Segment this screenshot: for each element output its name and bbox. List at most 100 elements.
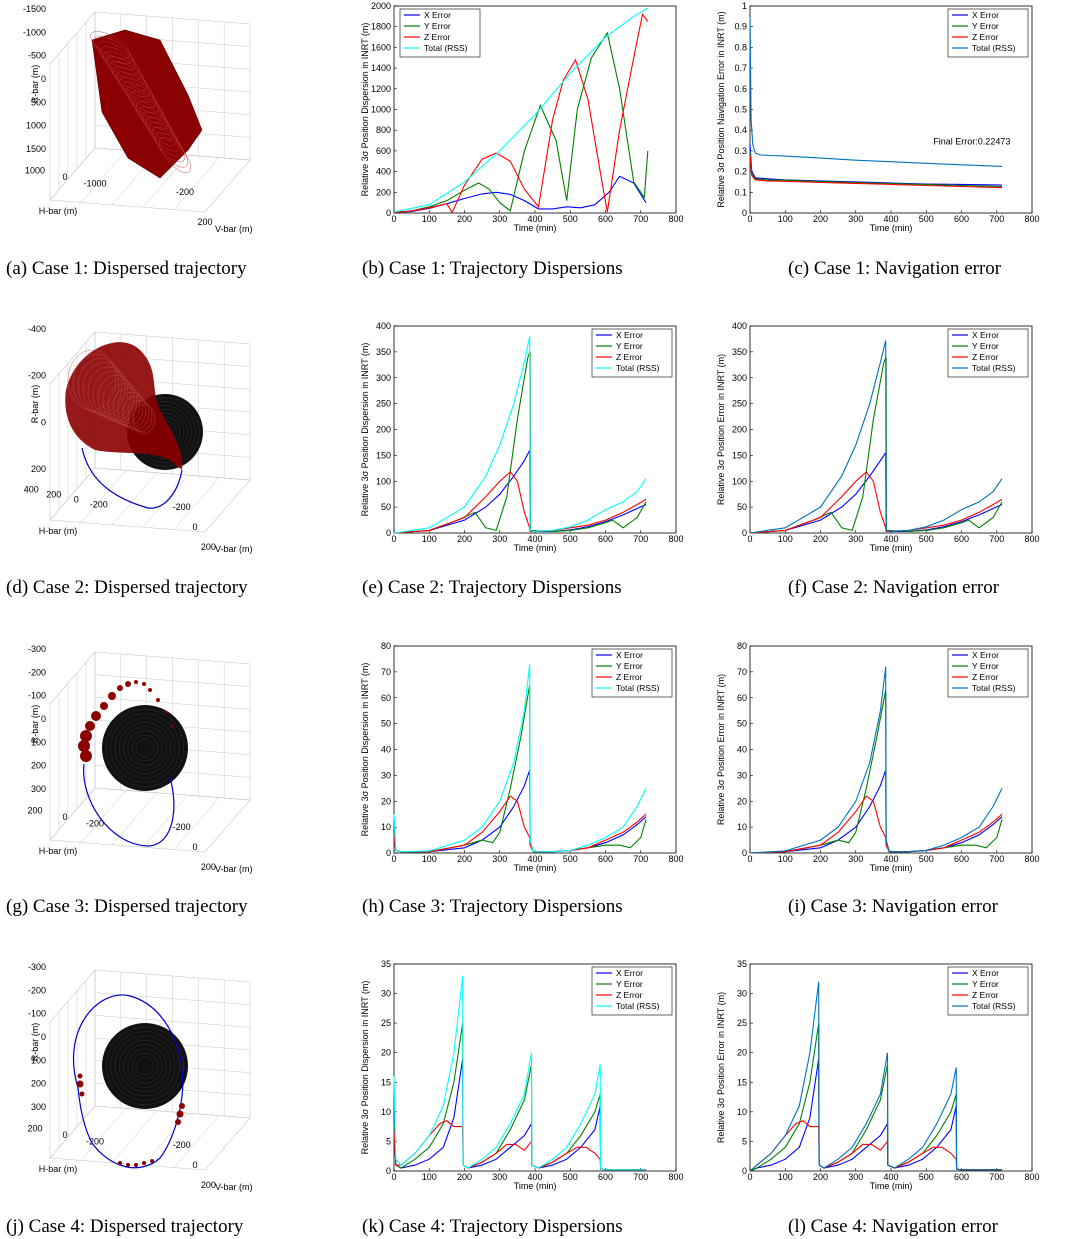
z-tick-label: 200	[31, 761, 46, 771]
y-tick-label: 400	[376, 321, 391, 331]
z-axis-label: R-bar (m)	[30, 385, 40, 424]
x-tick-label: 300	[848, 1172, 863, 1182]
y-tick-label: 200	[376, 425, 391, 435]
chart-f: 0 100 200 300 400 500 600 700 800 0 50 100 150 200 250…	[716, 321, 1040, 553]
x-tick-label: 0	[391, 534, 396, 544]
series-line-4	[393, 7, 649, 213]
y-axis-label: V-bar (m)	[215, 1182, 253, 1192]
x-tick-label: 700	[989, 854, 1004, 864]
x-tick-label: 200	[457, 214, 472, 224]
y-tick-label: 400	[732, 321, 747, 331]
x-axis-label: Time (min)	[514, 543, 557, 553]
x-tick-label: 800	[668, 854, 683, 864]
x-tick-label: 700	[633, 854, 648, 864]
z-tick-label: 100	[31, 1055, 46, 1065]
series-line-4	[393, 975, 646, 1171]
y-tick-label: 300	[732, 373, 747, 383]
y-tick-label: 5	[742, 1136, 747, 1146]
y-tick-label: 200	[732, 425, 747, 435]
y-tick-label: 35	[737, 959, 747, 969]
legend-entry: X Error	[616, 330, 643, 340]
x-tick-label: 700	[633, 214, 648, 224]
y-tick-label: 15	[737, 1077, 747, 1087]
x-tick-label: 200	[813, 1172, 828, 1182]
x-tick-label: -200	[90, 500, 108, 510]
z-tick-label: 1000	[26, 121, 46, 131]
box-floor-face	[49, 467, 251, 533]
panel-i: 0 100 200 300 400 500 600 700 800 0 10 20 30 40 50 60 70…	[712, 640, 1068, 880]
legend-entry: Y Error	[616, 661, 643, 671]
y-tick-label: 70	[381, 667, 391, 677]
y-tick-label: 0	[192, 1160, 197, 1170]
y-tick-label: 80	[381, 641, 391, 651]
x-tick-label: 800	[668, 1172, 683, 1182]
caption-g: (g) Case 3: Dispersed trajectory	[6, 896, 248, 917]
series-line-2	[393, 31, 649, 214]
legend	[399, 8, 481, 58]
z-tick-label: 0	[41, 1032, 46, 1042]
chart-i: 0 100 200 300 400 500 600 700 800 0 10 20 30 40 50 60 70…	[716, 641, 1040, 873]
legend-entry: Z Error	[424, 32, 451, 42]
x-tick-label: 200	[27, 1123, 42, 1133]
y-tick-label: 40	[381, 745, 391, 755]
legend-entry: X Error	[972, 330, 999, 340]
series-line-3	[393, 1120, 646, 1171]
x-axis-label: Time (min)	[870, 223, 913, 233]
x-tick-label: 400	[883, 854, 898, 864]
z-tick-label: 0	[41, 74, 46, 84]
x-tick-label: 0	[747, 854, 752, 864]
series-line-3	[749, 1120, 1002, 1172]
series-line-1	[749, 144, 1003, 186]
legend-entry: Y Error	[972, 979, 999, 989]
y-tick-label: 0.2	[734, 167, 747, 177]
x-tick-label: 300	[492, 534, 507, 544]
y-tick-label: 0.5	[734, 105, 747, 115]
y-tick-label: 1	[742, 1, 747, 11]
x-tick-label: 0	[747, 534, 752, 544]
y-tick-label: 800	[376, 125, 391, 135]
legend-entry: Z Error	[616, 352, 643, 362]
final-error-annotation: Final Error:0.22473	[933, 137, 1010, 147]
caption-l: (l) Case 4: Navigation error	[788, 1216, 998, 1237]
y-tick-label: 600	[376, 146, 391, 156]
x-tick-label: 300	[492, 1172, 507, 1182]
legend-entry: X Error	[972, 968, 999, 978]
x-tick-label: 800	[1024, 1172, 1039, 1182]
x-tick-label: 0	[391, 214, 396, 224]
legend-entry: Total (RSS)	[424, 43, 468, 53]
legend-entry: Z Error	[972, 990, 999, 1000]
x-tick-label: 500	[919, 534, 934, 544]
chart-a: -1500 -1000 -500 0 500 1000 1500 1000 0 -1000 200 -…	[23, 4, 253, 234]
y-tick-label: 0	[386, 528, 391, 538]
y-tick-label: 25	[737, 1018, 747, 1028]
y-axis-label: V-bar (m)	[215, 224, 253, 234]
x-tick-label: 800	[668, 534, 683, 544]
y-tick-label: 200	[376, 187, 391, 197]
y-tick-label: 20	[381, 1048, 391, 1058]
x-axis-label: H-bar (m)	[39, 526, 78, 536]
y-tick-label: 0.7	[734, 63, 747, 73]
y-tick-label: 10	[737, 1107, 747, 1117]
caption-h: (h) Case 3: Trajectory Dispersions	[362, 896, 623, 917]
z-axis-label: R-bar (m)	[30, 705, 40, 744]
y-tick-label: 35	[381, 959, 391, 969]
y-tick-label: 25	[381, 1018, 391, 1028]
x-tick-label: 200	[46, 490, 61, 500]
x-tick-label: 300	[848, 214, 863, 224]
caption-a: (a) Case 1: Dispersed trajectory	[6, 258, 247, 279]
x-axis-label: H-bar (m)	[39, 846, 78, 856]
y-axis-label: V-bar (m)	[215, 864, 253, 874]
z-axis-label: R-bar (m)	[30, 1023, 40, 1062]
z-tick-label: 1500	[26, 144, 46, 154]
series-line-4	[749, 340, 1003, 534]
legend-entry: Y Error	[972, 21, 999, 31]
x-tick-label: 400	[527, 534, 542, 544]
x-tick-label: 0	[391, 1172, 396, 1182]
y-tick-label: 0	[192, 842, 197, 852]
x-tick-label: 500	[919, 1172, 934, 1182]
y-tick-label: 80	[737, 641, 747, 651]
y-tick-label: 0	[742, 528, 747, 538]
y-axis-label: Relative 3σ Position Error in INRT (m)	[716, 992, 726, 1143]
legend-entry: Y Error	[972, 661, 999, 671]
